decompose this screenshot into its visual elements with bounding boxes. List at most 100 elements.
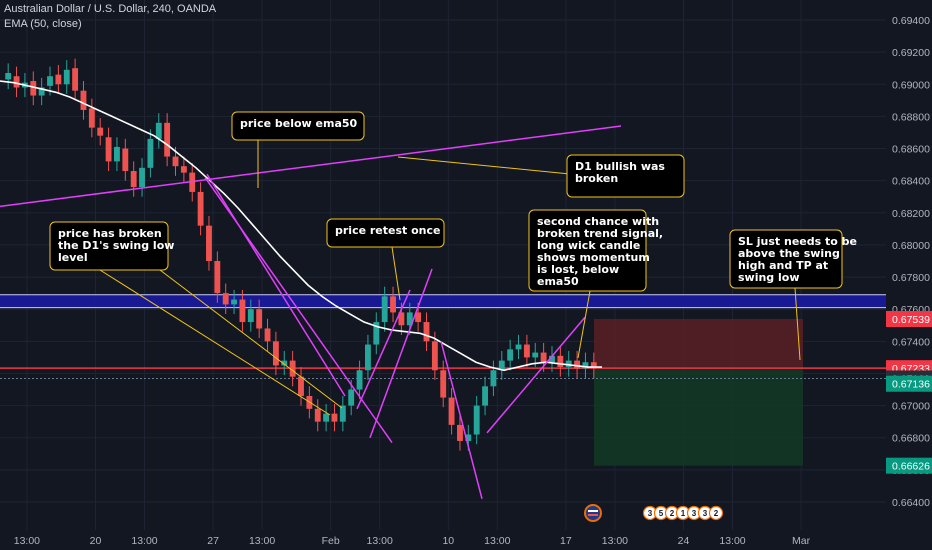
down-channel-b[interactable] xyxy=(206,173,346,397)
ema-line xyxy=(0,80,602,372)
retest-line-b[interactable] xyxy=(356,289,411,410)
candle-body xyxy=(105,137,112,162)
callout-text: long wick candle xyxy=(537,239,640,252)
candle-body xyxy=(473,405,480,435)
callout-text: above the swing xyxy=(738,247,840,260)
flag-stripe xyxy=(588,510,598,512)
candle-body xyxy=(381,296,388,323)
flag-stripe xyxy=(588,514,598,516)
candles xyxy=(5,58,597,451)
time-axis-bg xyxy=(0,530,932,550)
callout-text: is lost, below xyxy=(537,263,619,276)
rise-line[interactable] xyxy=(486,316,586,434)
candle-body xyxy=(448,397,455,425)
event-badge-count: 2 xyxy=(670,509,675,518)
time-tick-label: 13:00 xyxy=(14,535,40,547)
candle-body xyxy=(574,360,581,369)
callout-text: the D1's swing low xyxy=(58,239,174,252)
event-badge-count: 2 xyxy=(714,509,719,518)
candle-body xyxy=(532,352,539,358)
callout-text: price below ema50 xyxy=(240,117,358,130)
candle-body xyxy=(323,413,330,422)
candle-body xyxy=(72,68,79,91)
callout-pointer xyxy=(794,287,801,361)
callout-retest[interactable]: price retest once xyxy=(326,218,445,301)
price-label-bg xyxy=(886,311,932,328)
candle-body xyxy=(155,122,162,139)
candle-body xyxy=(348,389,355,406)
candle-body xyxy=(540,352,547,363)
callout-pointer xyxy=(99,269,331,416)
time-tick-label: 13:00 xyxy=(719,535,745,547)
candle-body xyxy=(365,344,371,371)
callout-text: ema50 xyxy=(537,275,579,288)
event-badge-count: 5 xyxy=(659,509,664,518)
callout-text: SL just needs to be xyxy=(738,235,857,248)
candle-body xyxy=(30,81,37,96)
price-label-bg xyxy=(886,457,932,474)
price-tick-label: 0.68800 xyxy=(892,111,930,123)
candle-body xyxy=(465,434,472,441)
retest-line-a[interactable] xyxy=(369,268,433,438)
ema-indicator-label[interactable]: EMA (50, close) xyxy=(4,18,82,30)
time-tick-label: 13:00 xyxy=(367,535,393,547)
time-tick-label: Feb xyxy=(322,535,340,547)
drop-line[interactable] xyxy=(440,341,483,499)
callout-box xyxy=(729,229,843,289)
candle-body xyxy=(80,90,87,110)
candle-body xyxy=(139,167,145,188)
price-label: 0.67539 xyxy=(892,314,930,326)
candle-body xyxy=(63,69,70,85)
price-label-bg xyxy=(886,375,932,392)
candle-body xyxy=(272,341,279,366)
candle-body xyxy=(172,156,179,167)
callout-pointer xyxy=(159,269,343,409)
callout-pointer xyxy=(391,246,401,301)
time-tick-label: 27 xyxy=(207,535,219,547)
candle-body xyxy=(398,312,405,326)
candle-body xyxy=(314,408,321,422)
candle-body xyxy=(214,261,221,294)
callout-text: D1 bullish was xyxy=(575,160,665,173)
candle-body xyxy=(5,73,12,80)
time-axis[interactable]: 13:00 20 13:00 27 13:00 Feb 13:00 10 13:00 17 13:0… xyxy=(0,530,932,550)
price-label: 0.66626 xyxy=(892,461,930,473)
price-tick-label: 0.68200 xyxy=(892,208,930,220)
candle-body xyxy=(582,362,589,369)
candle-body xyxy=(356,370,363,390)
callout-text: broken xyxy=(575,172,618,185)
callout-box xyxy=(49,221,169,271)
candle-body xyxy=(373,322,380,345)
candle-body xyxy=(13,76,20,88)
symbol-title[interactable]: Australian Dollar / U.S. Dollar, 240, OA… xyxy=(4,3,217,15)
candle-body xyxy=(457,424,463,441)
us-flag-event[interactable] xyxy=(584,504,602,522)
us-flag-icon xyxy=(584,504,602,522)
candle-body xyxy=(415,312,422,323)
candle-body xyxy=(331,413,338,422)
trendlines[interactable] xyxy=(0,125,622,499)
d1-bullish-line[interactable] xyxy=(0,125,622,208)
price-tick-label: 0.66800 xyxy=(892,433,930,445)
candle-body xyxy=(289,360,296,377)
callout-text: price has broken xyxy=(58,227,162,240)
price-tick-label: 0.69400 xyxy=(892,15,930,27)
price-axis[interactable]: 0.69400 0.69200 0.69000 0.68800 0.68600 0.684… xyxy=(886,0,932,550)
candle-body xyxy=(281,360,288,366)
callout-text: swing low xyxy=(738,271,800,284)
candle-body xyxy=(164,122,171,157)
candle-body xyxy=(498,360,505,371)
event-badge-count: 3 xyxy=(703,509,708,518)
candle-body xyxy=(549,355,555,363)
price-tick-label: 0.67800 xyxy=(892,272,930,284)
price-tick-label: 0.68400 xyxy=(892,176,930,188)
callout-price-below-ema[interactable]: price below ema50 xyxy=(231,111,365,188)
